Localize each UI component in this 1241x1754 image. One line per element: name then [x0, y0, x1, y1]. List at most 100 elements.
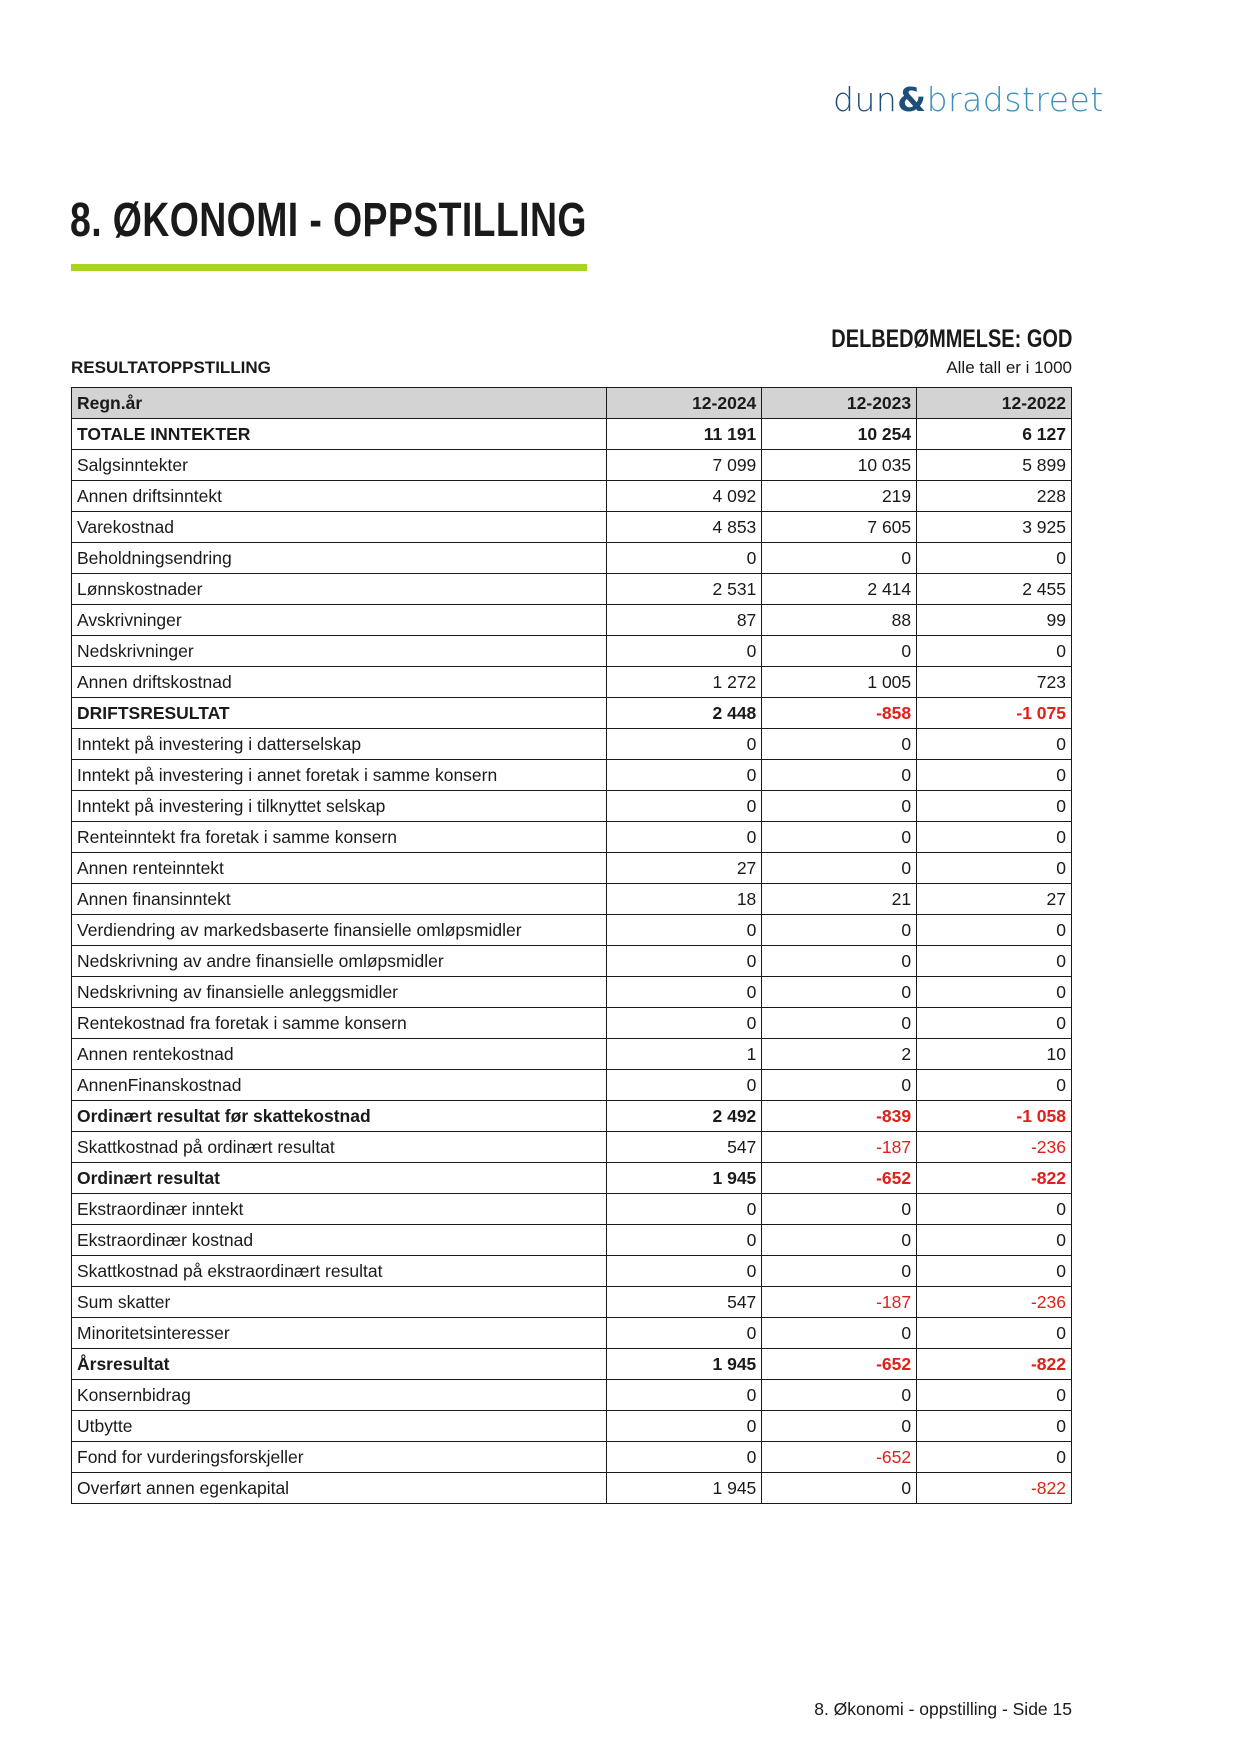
table-row: Rentekostnad fra foretak i samme konsern… [70, 1007, 1072, 1039]
table-row: Annen renteinntekt 27 0 0 [70, 852, 1072, 884]
table-row: Annen finansinntekt 18 21 27 [70, 883, 1072, 915]
row-label: Overført annen egenkapital [70, 1472, 608, 1504]
cell-value: -236 [916, 1131, 1072, 1163]
cell-value: 87 [606, 604, 763, 636]
cell-value: 0 [916, 976, 1072, 1008]
cell-value: 0 [606, 1069, 763, 1101]
table-row: Ekstraordinær inntekt 0 0 0 [70, 1193, 1072, 1225]
table-row: Salgsinntekter 7 099 10 035 5 899 [70, 449, 1072, 481]
cell-value: -1 058 [916, 1100, 1072, 1132]
cell-value: 0 [916, 1069, 1072, 1101]
row-label: Skattkostnad på ekstraordinært resultat [70, 1255, 608, 1287]
table-row: Avskrivninger 87 88 99 [70, 604, 1072, 636]
cell-value: -822 [916, 1472, 1072, 1504]
cell-value: 0 [761, 1224, 918, 1256]
row-label: Varekostnad [70, 511, 608, 543]
cell-value: 0 [916, 1379, 1072, 1411]
table-row: Annen rentekostnad 1 2 10 [70, 1038, 1072, 1070]
column-header: 12-2024 [606, 387, 763, 419]
table-row: Skattkostnad på ekstraordinært resultat 0… [70, 1255, 1072, 1287]
cell-value: 0 [916, 914, 1072, 946]
cell-value: 0 [606, 914, 763, 946]
row-label: TOTALE INNTEKTER [70, 418, 608, 450]
cell-value: 11 191 [606, 418, 763, 450]
table-row: Ordinært resultat før skattekostnad 2 492… [70, 1100, 1072, 1132]
cell-value: 3 925 [916, 511, 1072, 543]
table-row: Nedskrivning av finansielle anleggsmidle… [70, 976, 1072, 1008]
table-row: Skattkostnad på ordinært resultat 547 -187… [70, 1131, 1072, 1163]
logo-text-dun: dun [833, 80, 898, 119]
row-label: Inntekt på investering i tilknyttet sels… [70, 790, 608, 822]
cell-value: 547 [606, 1131, 763, 1163]
cell-value: 0 [761, 728, 918, 760]
cell-value: 2 455 [916, 573, 1072, 605]
cell-value: 219 [761, 480, 918, 512]
cell-value: 5 899 [916, 449, 1072, 481]
cell-value: 27 [916, 883, 1072, 915]
cell-value: 0 [761, 1007, 918, 1039]
table-row: Annen driftskostnad 1 272 1 005 723 [70, 666, 1072, 698]
cell-value: 0 [606, 821, 763, 853]
cell-value: 0 [606, 1255, 763, 1287]
cell-value: 21 [761, 883, 918, 915]
cell-value: 0 [916, 1007, 1072, 1039]
table-row: Verdiendring av markedsbaserte finansiel… [70, 914, 1072, 946]
cell-value: 2 492 [606, 1100, 763, 1132]
table-row: DRIFTSRESULTAT 2 448 -858 -1 075 [70, 697, 1072, 729]
row-label: Inntekt på investering i annet foretak i… [70, 759, 608, 791]
table-row: AnnenFinanskostnad 0 0 0 [70, 1069, 1072, 1101]
column-header: 12-2022 [916, 387, 1072, 419]
cell-value: 0 [916, 1224, 1072, 1256]
table-row: Ekstraordinær kostnad 0 0 0 [70, 1224, 1072, 1256]
row-label: Konsernbidrag [70, 1379, 608, 1411]
cell-value: 0 [606, 728, 763, 760]
cell-value: 0 [761, 759, 918, 791]
table-row: Fond for vurderingsforskjeller 0 -652 0 [70, 1441, 1072, 1473]
cell-value: -858 [761, 697, 918, 729]
cell-value: -839 [761, 1100, 918, 1132]
row-label: Inntekt på investering i datterselskap [70, 728, 608, 760]
cell-value: 2 414 [761, 573, 918, 605]
cell-value: 0 [606, 1410, 763, 1442]
table-row: Lønnskostnader 2 531 2 414 2 455 [70, 573, 1072, 605]
cell-value: 0 [916, 1193, 1072, 1225]
cell-value: 0 [761, 852, 918, 884]
cell-value: 0 [606, 542, 763, 574]
cell-value: 0 [761, 1069, 918, 1101]
table-row: Varekostnad 4 853 7 605 3 925 [70, 511, 1072, 543]
cell-value: -236 [916, 1286, 1072, 1318]
cell-value: -822 [916, 1162, 1072, 1194]
row-label: AnnenFinanskostnad [70, 1069, 608, 1101]
cell-value: 0 [761, 821, 918, 853]
cell-value: -652 [761, 1348, 918, 1380]
cell-value: 1 945 [606, 1162, 763, 1194]
table-row: Utbytte 0 0 0 [70, 1410, 1072, 1442]
unit-note: Alle tall er i 1000 [946, 358, 1072, 377]
cell-value: 0 [606, 1317, 763, 1349]
income-statement-table: Regn.år 12-2024 12-2023 12-2022 TOTALE I… [70, 387, 1072, 1504]
cell-value: 6 127 [916, 418, 1072, 450]
cell-value: 0 [761, 1317, 918, 1349]
cell-value: 0 [761, 1193, 918, 1225]
table-row: Annen driftsinntekt 4 092 219 228 [70, 480, 1072, 512]
cell-value: 0 [761, 1472, 918, 1504]
table-row: Inntekt på investering i tilknyttet sels… [70, 790, 1072, 822]
page-title: 8. ØKONOMI - OPPSTILLING [70, 194, 587, 247]
cell-value: 0 [761, 635, 918, 667]
row-label: Utbytte [70, 1410, 608, 1442]
cell-value: -822 [916, 1348, 1072, 1380]
row-label: Annen renteinntekt [70, 852, 608, 884]
cell-value: 0 [606, 790, 763, 822]
table-row: Sum skatter 547 -187 -236 [70, 1286, 1072, 1318]
row-label: Annen rentekostnad [70, 1038, 608, 1070]
cell-value: 0 [761, 945, 918, 977]
cell-value: 88 [761, 604, 918, 636]
cell-value: 0 [916, 542, 1072, 574]
cell-value: 0 [916, 821, 1072, 853]
cell-value: 0 [761, 914, 918, 946]
section-heading: RESULTATOPPSTILLING [71, 358, 271, 377]
table-row: Nedskrivninger 0 0 0 [70, 635, 1072, 667]
row-label: Lønnskostnader [70, 573, 608, 605]
row-label: Renteinntekt fra foretak i samme konsern [70, 821, 608, 853]
table-row: Beholdningsendring 0 0 0 [70, 542, 1072, 574]
